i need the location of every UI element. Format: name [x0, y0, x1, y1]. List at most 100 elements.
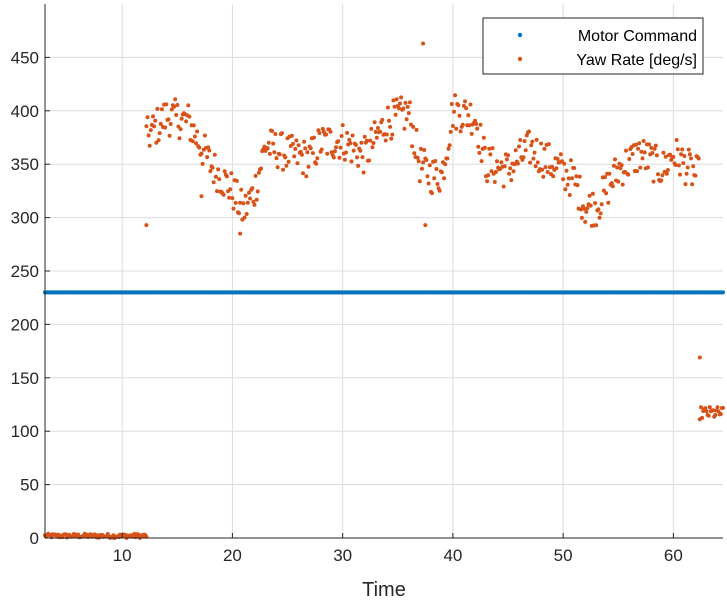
- x-tick-label: 10: [113, 546, 132, 565]
- data-point: [499, 160, 504, 165]
- data-point: [449, 102, 454, 106]
- data-point: [541, 174, 546, 179]
- data-point: [228, 187, 233, 192]
- data-point: [463, 99, 467, 104]
- data-point: [679, 152, 684, 157]
- data-point: [450, 124, 455, 128]
- data-point: [567, 193, 572, 197]
- data-point: [579, 215, 584, 220]
- data-point: [393, 112, 398, 117]
- data-point: [529, 143, 534, 148]
- data-point: [190, 139, 195, 144]
- data-point: [145, 115, 150, 120]
- data-point: [342, 157, 347, 162]
- data-point: [530, 139, 535, 144]
- data-point: [280, 131, 284, 136]
- y-tick-label: 150: [11, 369, 39, 388]
- y-tick-label: 400: [11, 102, 39, 121]
- data-point: [610, 184, 615, 189]
- data-point: [281, 167, 286, 172]
- data-point: [638, 165, 643, 170]
- data-point: [349, 159, 354, 164]
- data-point: [241, 201, 246, 206]
- data-point: [277, 152, 282, 157]
- data-point: [392, 104, 397, 109]
- data-point: [308, 146, 313, 151]
- x-tick-label: 40: [443, 546, 462, 565]
- data-point: [492, 180, 497, 184]
- data-point: [355, 155, 359, 160]
- data-point: [636, 146, 641, 151]
- data-point: [331, 155, 336, 160]
- data-point: [265, 146, 270, 151]
- data-point: [618, 166, 623, 171]
- data-point: [368, 138, 373, 143]
- data-point: [216, 167, 221, 172]
- data-point: [192, 134, 197, 139]
- data-point: [650, 151, 655, 155]
- data-point: [247, 190, 251, 195]
- data-point: [325, 151, 330, 156]
- data-point: [347, 137, 352, 142]
- data-point: [334, 145, 338, 150]
- data-point: [590, 191, 595, 196]
- data-point: [566, 176, 571, 181]
- y-tick-label: 350: [11, 155, 39, 174]
- data-point: [238, 200, 243, 205]
- data-point: [681, 161, 686, 166]
- x-tick-label: 60: [664, 546, 683, 565]
- data-point: [402, 126, 407, 131]
- data-point: [358, 148, 363, 153]
- data-point: [153, 118, 158, 123]
- y-tick-label: 0: [30, 529, 39, 548]
- data-point: [584, 209, 589, 214]
- data-point: [306, 164, 311, 169]
- data-point: [597, 215, 602, 220]
- data-point: [267, 151, 272, 156]
- data-point: [152, 124, 157, 129]
- data-point: [155, 106, 160, 111]
- data-point: [518, 138, 523, 142]
- data-point: [482, 145, 487, 150]
- data-point: [502, 164, 507, 169]
- data-point: [639, 149, 644, 154]
- data-point: [466, 113, 471, 118]
- data-point: [418, 146, 423, 151]
- data-point: [464, 106, 469, 111]
- data-point: [501, 184, 506, 189]
- data-point: [511, 169, 516, 174]
- data-point: [523, 148, 528, 153]
- data-point: [603, 175, 607, 180]
- data-point: [399, 95, 404, 100]
- data-point: [305, 150, 310, 155]
- data-point: [362, 134, 367, 139]
- data-point: [690, 182, 695, 187]
- data-point: [456, 103, 461, 108]
- data-point: [685, 165, 690, 170]
- data-point: [693, 173, 698, 178]
- data-point: [689, 156, 693, 161]
- data-point: [572, 166, 577, 170]
- data-point: [367, 158, 372, 163]
- data-point: [396, 106, 401, 111]
- legend: Motor Command Yaw Rate [deg/s]: [482, 17, 704, 75]
- data-point: [174, 113, 179, 117]
- data-point: [691, 164, 696, 169]
- data-point: [205, 155, 210, 160]
- data-point: [212, 152, 217, 157]
- data-point: [513, 148, 518, 153]
- data-point: [565, 182, 570, 187]
- data-point: [175, 103, 180, 107]
- data-point: [699, 405, 703, 410]
- data-point: [564, 168, 569, 173]
- data-point: [448, 129, 453, 134]
- data-point: [336, 139, 341, 144]
- data-point: [380, 117, 385, 122]
- data-point: [250, 186, 255, 191]
- data-point: [166, 117, 171, 122]
- data-point: [416, 159, 421, 164]
- data-point: [412, 151, 417, 156]
- data-point: [652, 146, 657, 151]
- data-point: [245, 200, 250, 205]
- data-point: [197, 145, 202, 150]
